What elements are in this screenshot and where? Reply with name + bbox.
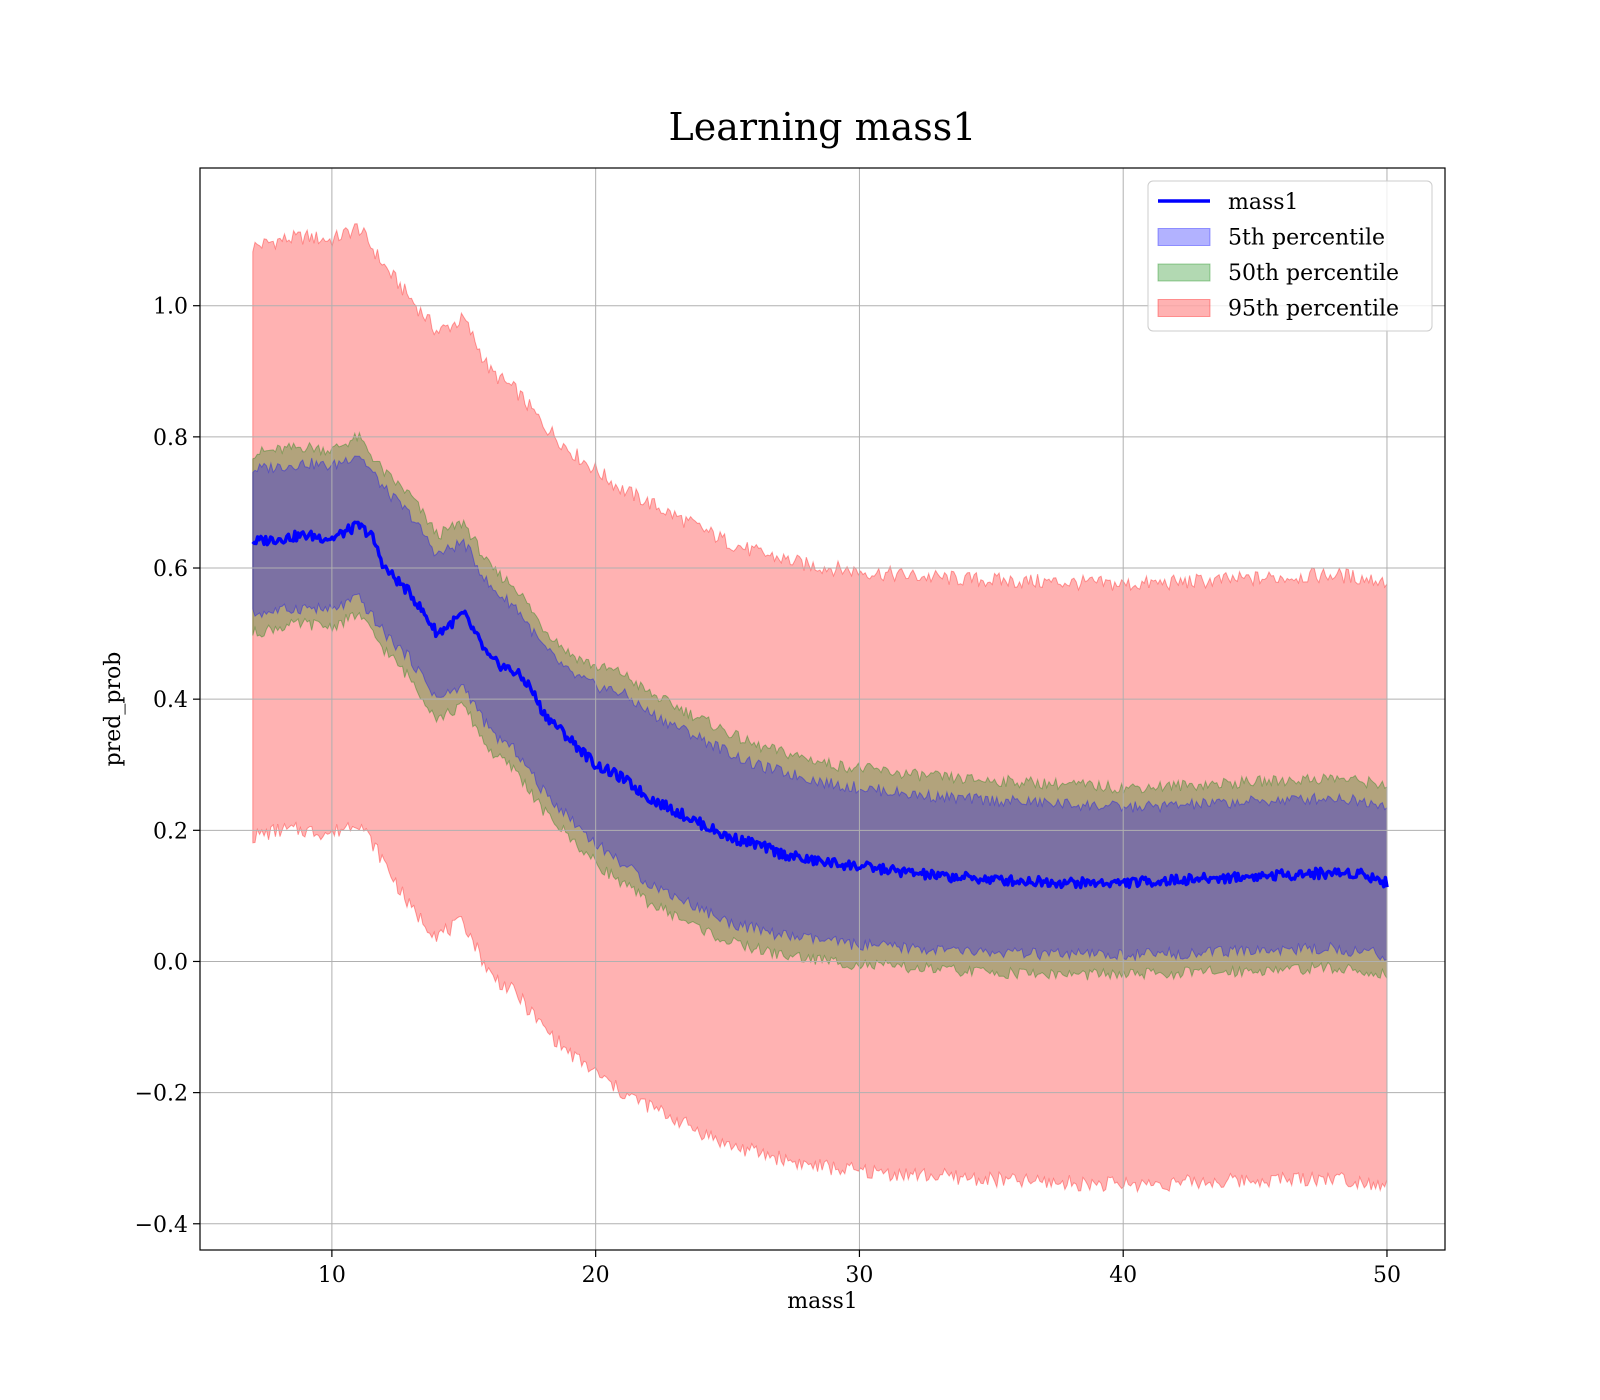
line-layer (251, 520, 1389, 890)
y-tick-label: −0.2 (135, 1082, 188, 1107)
x-tick-label: 10 (318, 1263, 346, 1288)
y-tick-label: −0.4 (135, 1213, 188, 1238)
series-line-mass1 (251, 520, 1389, 890)
legend-swatch-band (1157, 263, 1211, 282)
y-tick-label: 0.6 (153, 557, 188, 582)
x-axis-ticks: 10 20 30 40 50 (318, 1250, 1401, 1288)
legend-label: 50th percentile (1228, 261, 1399, 286)
y-tick-label: 0.8 (153, 426, 188, 451)
y-axis-ticks: −0.4 −0.2 0.0 0.2 0.4 0.6 0.8 1.0 (135, 295, 200, 1238)
legend-label: mass1 (1228, 190, 1299, 215)
legend-box (1147, 180, 1433, 332)
x-tick-label: 40 (1109, 1263, 1137, 1288)
legend-label: 5th percentile (1228, 226, 1385, 251)
legend-label: 95th percentile (1228, 297, 1399, 322)
x-tick-label: 50 (1373, 1263, 1401, 1288)
legend-swatch-band (1157, 299, 1211, 317)
y-tick-label: 1.0 (153, 295, 188, 320)
plot-frame (199, 167, 1446, 1251)
grid-layer (200, 168, 1445, 1250)
x-axis-label: mass1 (787, 1289, 858, 1314)
x-tick-label: 20 (582, 1263, 610, 1288)
legend-swatch-band (1157, 228, 1211, 246)
x-tick-label: 30 (845, 1263, 873, 1288)
y-tick-label: 0.2 (153, 819, 188, 844)
y-tick-label: 0.4 (153, 688, 188, 713)
chart-title: Learning mass1 (669, 105, 977, 149)
legend: mass1 5th percentile 50th percentile 95th p… (1147, 180, 1433, 332)
y-axis-label: pred_prob (101, 652, 126, 767)
y-tick-label: 0.0 (153, 950, 188, 975)
